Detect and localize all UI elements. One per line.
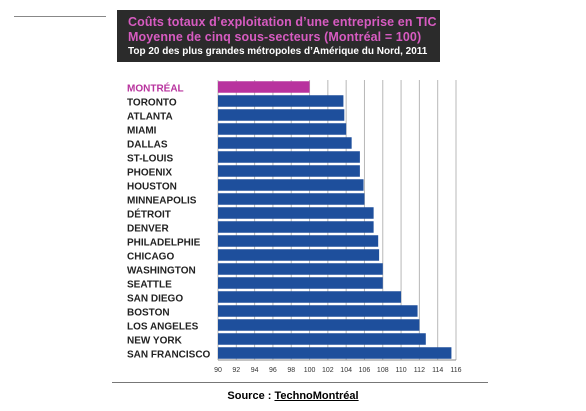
bar-chicago (218, 249, 380, 261)
tick-label-108: 108 (377, 367, 389, 374)
bottom-rule (112, 382, 488, 383)
category-label-miami: MIAMI (127, 125, 157, 136)
bar-atlanta (218, 109, 345, 121)
category-label-st-louis: ST-LOUIS (127, 153, 173, 164)
bar-montr-al (218, 81, 310, 93)
category-label-dallas: DALLAS (127, 139, 168, 150)
category-label-minneapolis: MINNEAPOLIS (127, 195, 197, 206)
category-label-phoenix: PHOENIX (127, 167, 172, 178)
bar-phoenix (218, 165, 360, 177)
tick-label-116: 116 (450, 367, 461, 374)
category-label-seattle: SEATTLE (127, 279, 172, 290)
category-label-montr-al: MONTRÉAL (127, 81, 184, 94)
tick-label-94: 94 (251, 367, 259, 374)
tick-label-90: 90 (214, 367, 222, 374)
top-rule (14, 16, 106, 17)
tick-label-100: 100 (304, 367, 316, 374)
bar-philadelphie (218, 235, 379, 247)
category-label-denver: DENVER (127, 223, 169, 234)
source-line: Source : TechnoMontréal (0, 390, 586, 402)
bar-washington (218, 263, 383, 275)
category-label-houston: HOUSTON (127, 181, 177, 192)
category-label-washington: WASHINGTON (127, 265, 196, 276)
bar-houston (218, 179, 364, 191)
tick-label-98: 98 (287, 367, 295, 374)
category-label-toronto: TORONTO (127, 97, 177, 108)
bar-san-diego (218, 291, 402, 303)
tick-label-106: 106 (359, 367, 371, 374)
tick-label-96: 96 (269, 367, 277, 374)
category-label-philadelphie: PHILADELPHIE (127, 237, 201, 248)
tick-label-104: 104 (340, 367, 352, 374)
bar-miami (218, 123, 347, 135)
tick-label-92: 92 (232, 367, 240, 374)
category-label-d-troit: DÉTROIT (127, 207, 171, 220)
chart-header: Coûts totaux d’exploitation d’une entrep… (117, 10, 440, 62)
category-label-san-diego: SAN DIEGO (127, 293, 183, 304)
bar-minneapolis (218, 193, 365, 205)
bar-st-louis (218, 151, 360, 163)
bar-boston (218, 305, 418, 317)
category-label-boston: BOSTON (127, 307, 170, 318)
bar-seattle (218, 277, 383, 289)
tick-label-110: 110 (395, 367, 406, 374)
chart-title: Coûts totaux d’exploitation d’une entrep… (128, 15, 437, 29)
tick-label-112: 112 (414, 367, 425, 374)
source-name: TechnoMontréal (274, 390, 359, 402)
category-label-chicago: CHICAGO (127, 251, 174, 262)
tick-label-114: 114 (432, 367, 443, 374)
bar-new-york (218, 333, 426, 345)
bar-los-angeles (218, 319, 420, 331)
chart-subtitle-secondary: Top 20 des plus grandes métropoles d’Amé… (128, 46, 428, 57)
bar-dallas (218, 137, 352, 149)
category-label-new-york: NEW YORK (127, 335, 183, 346)
chart-subtitle: Moyenne de cinq sous-secteurs (Montréal … (128, 30, 422, 44)
bar-san-francisco (218, 347, 452, 359)
source-label: Source : (227, 390, 275, 402)
category-label-los-angeles: LOS ANGELES (127, 321, 199, 332)
bar-d-troit (218, 207, 374, 219)
bar-toronto (218, 95, 344, 107)
category-label-atlanta: ATLANTA (127, 111, 173, 122)
category-label-san-francisco: SAN FRANCISCO (127, 349, 211, 360)
bar-denver (218, 221, 374, 233)
tick-label-102: 102 (322, 367, 334, 374)
